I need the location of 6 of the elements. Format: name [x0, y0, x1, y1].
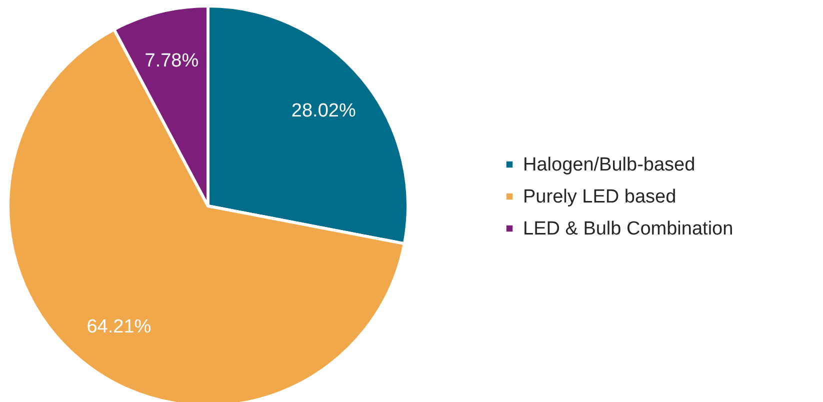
legend-label: LED & Bulb Combination: [523, 218, 734, 240]
data-label: 7.78%: [144, 50, 199, 72]
legend-label: Halogen/Bulb-based: [523, 154, 696, 176]
legend-label: Purely LED based: [523, 186, 676, 208]
data-label: 64.21%: [86, 316, 152, 338]
data-label: 28.02%: [291, 100, 356, 122]
